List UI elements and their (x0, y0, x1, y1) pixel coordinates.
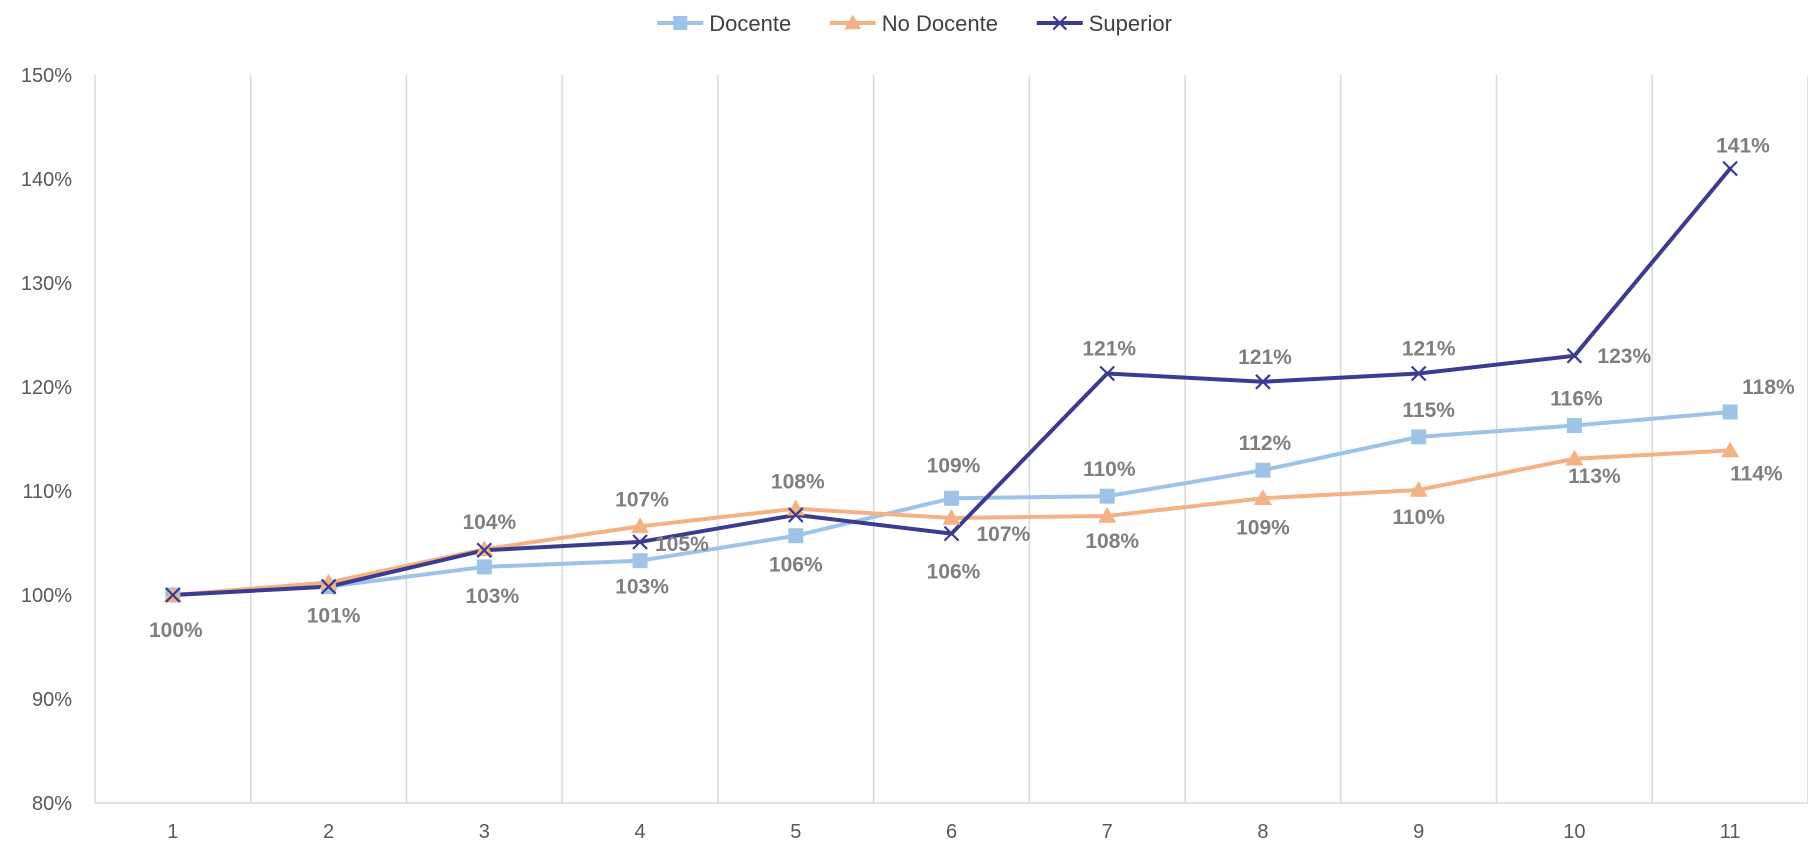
y-tick-label: 130% (21, 273, 72, 295)
y-tick-label: 110% (22, 481, 72, 503)
data-point-docente (1099, 488, 1115, 504)
data-label-superior: 101% (307, 605, 361, 628)
data-label-superior: 105% (655, 533, 709, 556)
legend-swatch-marker (673, 16, 688, 30)
data-label-docente: 110% (1083, 458, 1136, 481)
data-point-superior (1255, 374, 1271, 390)
y-tick-label: 90% (32, 689, 72, 711)
data-point-no-docente (1721, 441, 1740, 458)
data-label-docente: 103% (465, 585, 519, 608)
data-label-docente: 103% (615, 576, 669, 599)
legend-item-no-docente: No Docente (829, 11, 998, 36)
x-tick-label: 3 (479, 821, 490, 843)
data-label-docente: 109% (927, 454, 981, 477)
data-point-docente (1255, 462, 1271, 478)
data-point-superior (632, 534, 648, 550)
y-tick-label: 100% (21, 585, 72, 607)
y-tick-label: 120% (21, 377, 72, 399)
x-tick-label: 8 (1257, 821, 1268, 843)
data-point-docente (944, 490, 959, 506)
data-labels: 103% 103% 106% 109% 110% 112% 115% 116% 118% 104%… (149, 135, 1795, 642)
data-label-no-docente: 109% (1236, 516, 1290, 539)
data-label-superior: 121% (1082, 337, 1136, 360)
x-tick-label: 5 (790, 821, 801, 843)
data-point-no-docente (631, 517, 650, 534)
x-tick-label: 11 (1720, 821, 1741, 843)
data-point-no-docente (942, 509, 961, 525)
data-label-superior: 121% (1402, 337, 1456, 360)
data-point-docente (788, 528, 804, 544)
data-point-superior (1566, 348, 1583, 364)
data-label-superior: 121% (1238, 346, 1292, 369)
x-tick-label: 4 (634, 821, 645, 843)
data-label-no-docente: 113% (1568, 465, 1621, 488)
x-axis: 1 2 3 4 5 6 7 8 9 10 11 (167, 821, 1740, 843)
grid-lines (94, 75, 1808, 804)
legend-swatch-marker (1052, 15, 1068, 31)
data-label-docente: 116% (1550, 387, 1603, 410)
legend-label: No Docente (882, 11, 998, 36)
data-label-superior: 100% (149, 619, 203, 642)
data-point-docente (1411, 429, 1427, 445)
data-label-no-docente: 108% (1085, 530, 1139, 553)
x-tick-label: 2 (323, 821, 334, 843)
legend: Docente No Docente Superior (657, 11, 1172, 36)
data-point-superior (943, 525, 960, 542)
data-point-superior (1722, 160, 1738, 177)
y-tick-label: 140% (21, 169, 72, 191)
data-label-superior: 106% (927, 561, 981, 584)
data-label-superior: 123% (1597, 345, 1651, 368)
data-point-superior (1410, 365, 1427, 382)
data-label-superior: 141% (1716, 135, 1770, 158)
x-tick-label: 6 (946, 821, 957, 843)
x-tick-label: 1 (167, 821, 178, 843)
y-tick-label: 80% (32, 793, 72, 815)
data-point-superior (787, 507, 804, 523)
data-point-no-docente (1253, 489, 1272, 506)
data-label-docente: 112% (1239, 432, 1292, 455)
data-point-no-docente (475, 540, 494, 556)
data-point-no-docente (1098, 506, 1117, 523)
data-point-no-docente (319, 573, 338, 590)
data-point-superior (1099, 365, 1116, 382)
data-point-no-docente (1565, 449, 1584, 466)
x-tick-label: 7 (1102, 821, 1113, 843)
data-point-superior (320, 578, 337, 595)
legend-label: Superior (1089, 11, 1172, 36)
legend-label: Docente (709, 11, 791, 36)
data-label-docente: 118% (1742, 376, 1795, 399)
x-tick-label: 10 (1563, 821, 1585, 843)
data-label-no-docente: 110% (1392, 506, 1445, 529)
legend-item-docente: Docente (657, 11, 791, 36)
data-point-docente (1566, 417, 1582, 433)
y-tick-label: 150% (21, 65, 72, 87)
data-label-no-docente: 107% (615, 488, 669, 511)
series-markers (163, 160, 1740, 603)
data-point-no-docente (1409, 480, 1428, 497)
x-tick-label: 9 (1413, 821, 1424, 843)
data-label-no-docente: 104% (462, 511, 516, 534)
data-point-superior (165, 587, 181, 603)
y-axis: 80% 90% 100% 110% 120% 130% 140% 150% (21, 65, 72, 815)
data-label-docente: 115% (1402, 399, 1455, 422)
legend-item-superior: Superior (1036, 11, 1172, 36)
data-point-docente (1722, 404, 1738, 420)
data-label-no-docente: 108% (771, 471, 825, 494)
data-point-superior (476, 542, 493, 559)
data-label-docente: 106% (769, 554, 823, 577)
data-label-no-docente: 114% (1730, 462, 1783, 485)
legend-swatch-marker (844, 14, 862, 30)
data-point-docente (476, 559, 492, 575)
data-label-no-docente: 107% (977, 523, 1031, 546)
data-point-docente (632, 553, 648, 569)
